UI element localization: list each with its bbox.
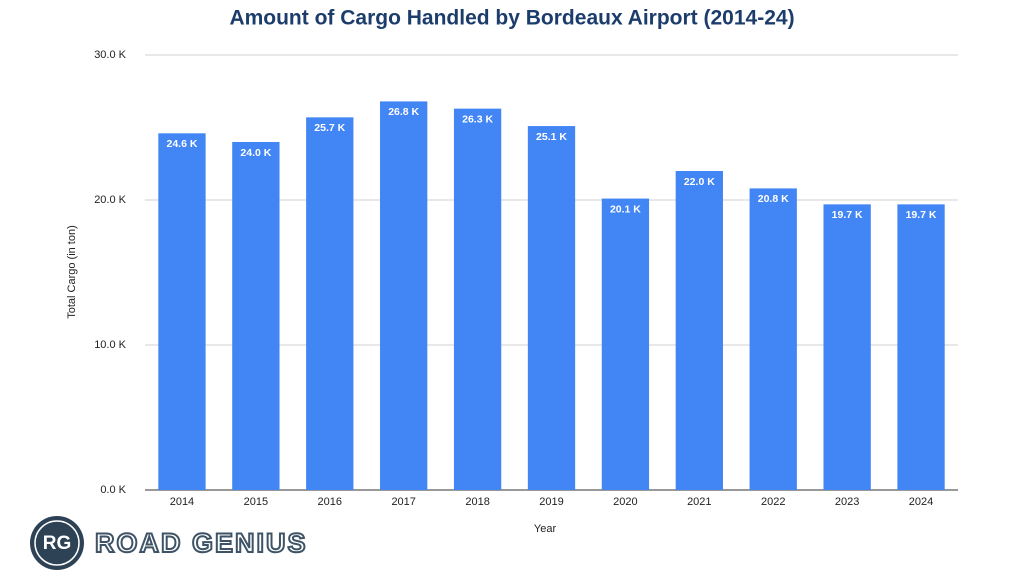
chart-title: Amount of Cargo Handled by Bordeaux Airp… — [229, 7, 794, 30]
y-axis-label: Total Cargo (in ton) — [66, 225, 78, 319]
x-tick-label: 2019 — [539, 496, 563, 508]
logo: RG ROAD GENIUS — [30, 516, 308, 570]
value-label: 26.3 K — [462, 113, 493, 125]
value-label: 26.8 K — [388, 106, 419, 118]
value-label: 24.0 K — [240, 147, 271, 159]
logo-text: ROAD GENIUS — [95, 528, 308, 558]
y-tick-label: 30.0 K — [94, 49, 126, 61]
x-tick-label: 2024 — [909, 496, 933, 508]
value-label: 25.1 K — [536, 131, 567, 143]
value-label: 19.7 K — [832, 209, 863, 221]
bar — [897, 204, 945, 490]
y-tick-label: 20.0 K — [94, 194, 126, 206]
logo-badge — [30, 516, 84, 570]
bar — [823, 204, 871, 490]
x-tick-label: 2022 — [761, 496, 785, 508]
x-tick-label: 2020 — [613, 496, 637, 508]
value-label: 20.8 K — [758, 193, 789, 205]
bar — [453, 108, 502, 491]
bar — [306, 117, 354, 490]
bar — [380, 101, 428, 491]
x-tick-label: 2014 — [170, 496, 194, 508]
value-label: 19.7 K — [906, 209, 937, 221]
x-axis-label: Year — [534, 523, 557, 535]
bar — [158, 133, 206, 491]
bar — [527, 126, 576, 491]
x-tick-label: 2023 — [835, 496, 859, 508]
x-tick-label: 2018 — [465, 496, 489, 508]
bar — [601, 198, 650, 491]
value-label: 22.0 K — [684, 176, 715, 188]
y-tick-label: 10.0 K — [94, 339, 126, 351]
bar — [749, 188, 797, 490]
bar — [675, 171, 723, 490]
x-tick-label: 2016 — [318, 496, 342, 508]
logo-initials: RG — [43, 533, 72, 554]
value-label: 20.1 K — [610, 203, 641, 215]
value-label: 25.7 K — [314, 122, 345, 134]
x-tick-label: 2015 — [244, 496, 268, 508]
x-tick-label: 2017 — [391, 496, 415, 508]
logo-ring — [34, 520, 80, 566]
x-tick-label: 2021 — [687, 496, 711, 508]
bar — [232, 142, 280, 490]
y-tick-label: 0.0 K — [100, 484, 126, 496]
value-label: 24.6 K — [166, 138, 197, 150]
